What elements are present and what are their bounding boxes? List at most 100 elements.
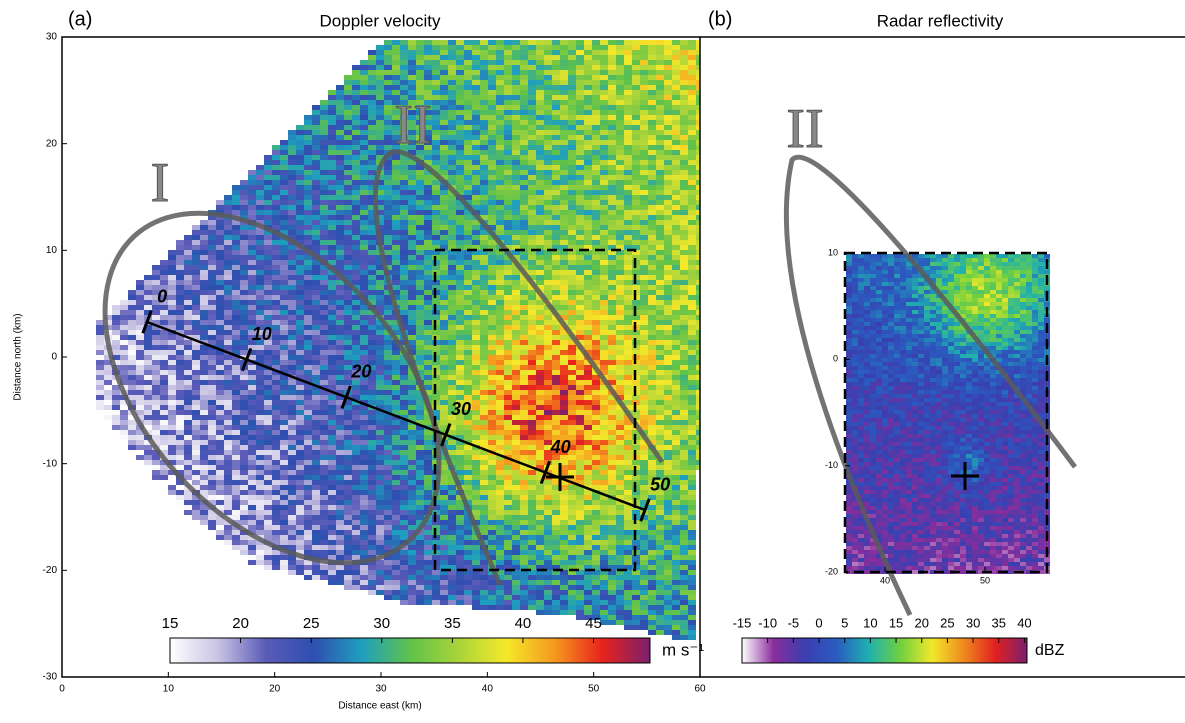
radar-pixel xyxy=(344,405,352,410)
radar-pixel xyxy=(600,180,608,185)
radar-pixel xyxy=(464,355,472,360)
radar-pixel xyxy=(176,275,184,280)
radar-pixel xyxy=(528,195,536,200)
radar-pixel xyxy=(688,210,696,215)
radar-pixel xyxy=(632,300,640,305)
radar-pixel xyxy=(336,90,344,95)
radar-pixel xyxy=(640,165,648,170)
radar-pixel xyxy=(576,215,584,220)
radar-pixel xyxy=(688,300,696,305)
radar-pixel xyxy=(568,120,576,125)
radar-pixel xyxy=(120,375,128,380)
radar-pixel xyxy=(336,105,344,110)
radar-pixel xyxy=(224,380,232,385)
radar-pixel xyxy=(600,65,608,70)
radar-pixel xyxy=(176,405,184,410)
radar-pixel xyxy=(608,110,616,115)
radar-pixel xyxy=(344,180,352,185)
radar-pixel xyxy=(272,260,280,265)
radar-pixel xyxy=(200,350,208,355)
radar-pixel xyxy=(320,360,328,365)
radar-pixel xyxy=(688,235,696,240)
radar-pixel xyxy=(352,340,360,345)
radar-pixel xyxy=(152,330,160,335)
radar-pixel xyxy=(344,205,352,210)
radar-pixel xyxy=(272,155,280,160)
radar-pixel xyxy=(688,190,696,195)
radar-pixel xyxy=(248,205,256,210)
radar-pixel xyxy=(288,160,296,165)
radar-pixel xyxy=(288,205,296,210)
radar-pixel xyxy=(232,290,240,295)
radar-pixel xyxy=(520,255,528,260)
radar-pixel xyxy=(664,200,672,205)
radar-pixel xyxy=(384,115,392,120)
radar-pixel xyxy=(576,295,584,300)
radar-pixel xyxy=(472,150,480,155)
radar-pixel xyxy=(328,160,336,165)
radar-pixel xyxy=(256,405,264,410)
radar-pixel xyxy=(568,165,576,170)
radar-pixel xyxy=(488,400,496,405)
radar-pixel xyxy=(496,275,504,280)
radar-pixel xyxy=(640,255,648,260)
radar-pixel xyxy=(632,225,640,230)
radar-pixel xyxy=(592,340,600,345)
radar-pixel xyxy=(576,280,584,285)
radar-pixel xyxy=(656,270,664,275)
radar-pixel xyxy=(592,215,600,220)
radar-pixel xyxy=(424,245,432,250)
radar-pixel xyxy=(184,255,192,260)
radar-pixel xyxy=(240,385,248,390)
radar-pixel xyxy=(368,225,376,230)
radar-pixel xyxy=(536,60,544,65)
radar-pixel xyxy=(248,380,256,385)
radar-pixel xyxy=(592,415,600,420)
radar-pixel xyxy=(192,250,200,255)
radar-pixel xyxy=(392,170,400,175)
radar-pixel xyxy=(504,410,512,415)
radar-pixel xyxy=(344,350,352,355)
radar-pixel xyxy=(584,205,592,210)
radar-pixel xyxy=(280,215,288,220)
radar-pixel xyxy=(640,70,648,75)
radar-pixel xyxy=(472,100,480,105)
radar-pixel xyxy=(392,70,400,75)
radar-pixel xyxy=(632,210,640,215)
radar-pixel xyxy=(408,410,416,415)
radar-pixel xyxy=(304,205,312,210)
radar-pixel xyxy=(488,75,496,80)
radar-pixel xyxy=(368,135,376,140)
radar-pixel xyxy=(600,360,608,365)
radar-pixel xyxy=(352,415,360,420)
radar-pixel xyxy=(400,430,408,435)
radar-pixel xyxy=(632,110,640,115)
radar-pixel xyxy=(424,225,432,230)
radar-pixel xyxy=(536,305,544,310)
radar-pixel xyxy=(256,240,264,245)
radar-pixel xyxy=(504,195,512,200)
radar-pixel xyxy=(464,165,472,170)
radar-pixel xyxy=(472,240,480,245)
radar-pixel xyxy=(392,390,400,395)
radar-pixel xyxy=(440,385,448,390)
radar-pixel xyxy=(272,435,280,440)
radar-pixel xyxy=(624,385,632,390)
radar-pixel xyxy=(408,430,416,435)
radar-pixel xyxy=(320,215,328,220)
radar-pixel xyxy=(680,320,688,325)
radar-pixel xyxy=(456,350,464,355)
radar-pixel xyxy=(504,95,512,100)
radar-pixel xyxy=(384,360,392,365)
radar-pixel xyxy=(256,395,264,400)
radar-pixel xyxy=(672,125,680,130)
radar-pixel xyxy=(664,395,672,400)
radar-pixel xyxy=(624,135,632,140)
radar-pixel xyxy=(376,420,384,425)
radar-pixel xyxy=(360,215,368,220)
radar-pixel xyxy=(448,75,456,80)
radar-pixel xyxy=(120,420,128,425)
radar-pixel xyxy=(496,420,504,425)
radar-pixel xyxy=(528,90,536,95)
radar-pixel xyxy=(568,55,576,60)
